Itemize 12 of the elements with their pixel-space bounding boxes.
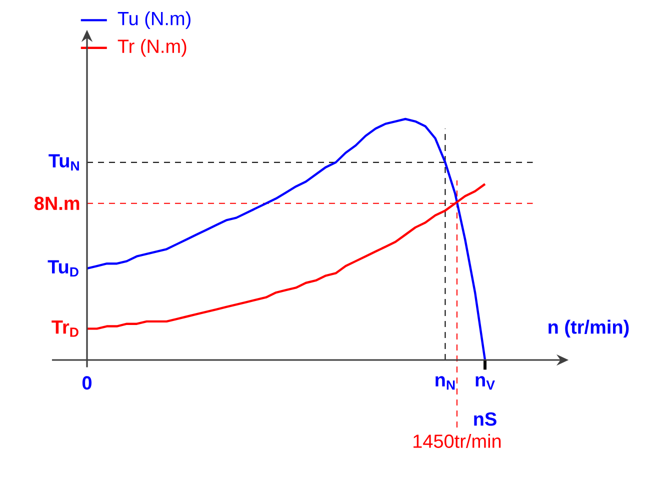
text: 1450tr/min xyxy=(414,434,501,448)
text: nS xyxy=(474,412,496,426)
x-tick-label: 0 xyxy=(82,376,92,390)
text: Tu$_{D}$ xyxy=(48,260,78,277)
text: Tr$_{D}$ xyxy=(52,320,78,337)
x-tick-label: n$_{N}$ xyxy=(436,376,455,390)
x-tick-label: n$_{V}$ xyxy=(476,376,495,390)
legend-label: Tu (N.m) xyxy=(118,11,190,30)
ref-line-label: Tu$_{N}$ xyxy=(48,154,79,171)
legend-label: Tr (N.m) xyxy=(118,39,186,57)
ref-line-label: 8N.m xyxy=(34,196,80,210)
x-axis-title: n (tr/min) xyxy=(548,320,629,338)
